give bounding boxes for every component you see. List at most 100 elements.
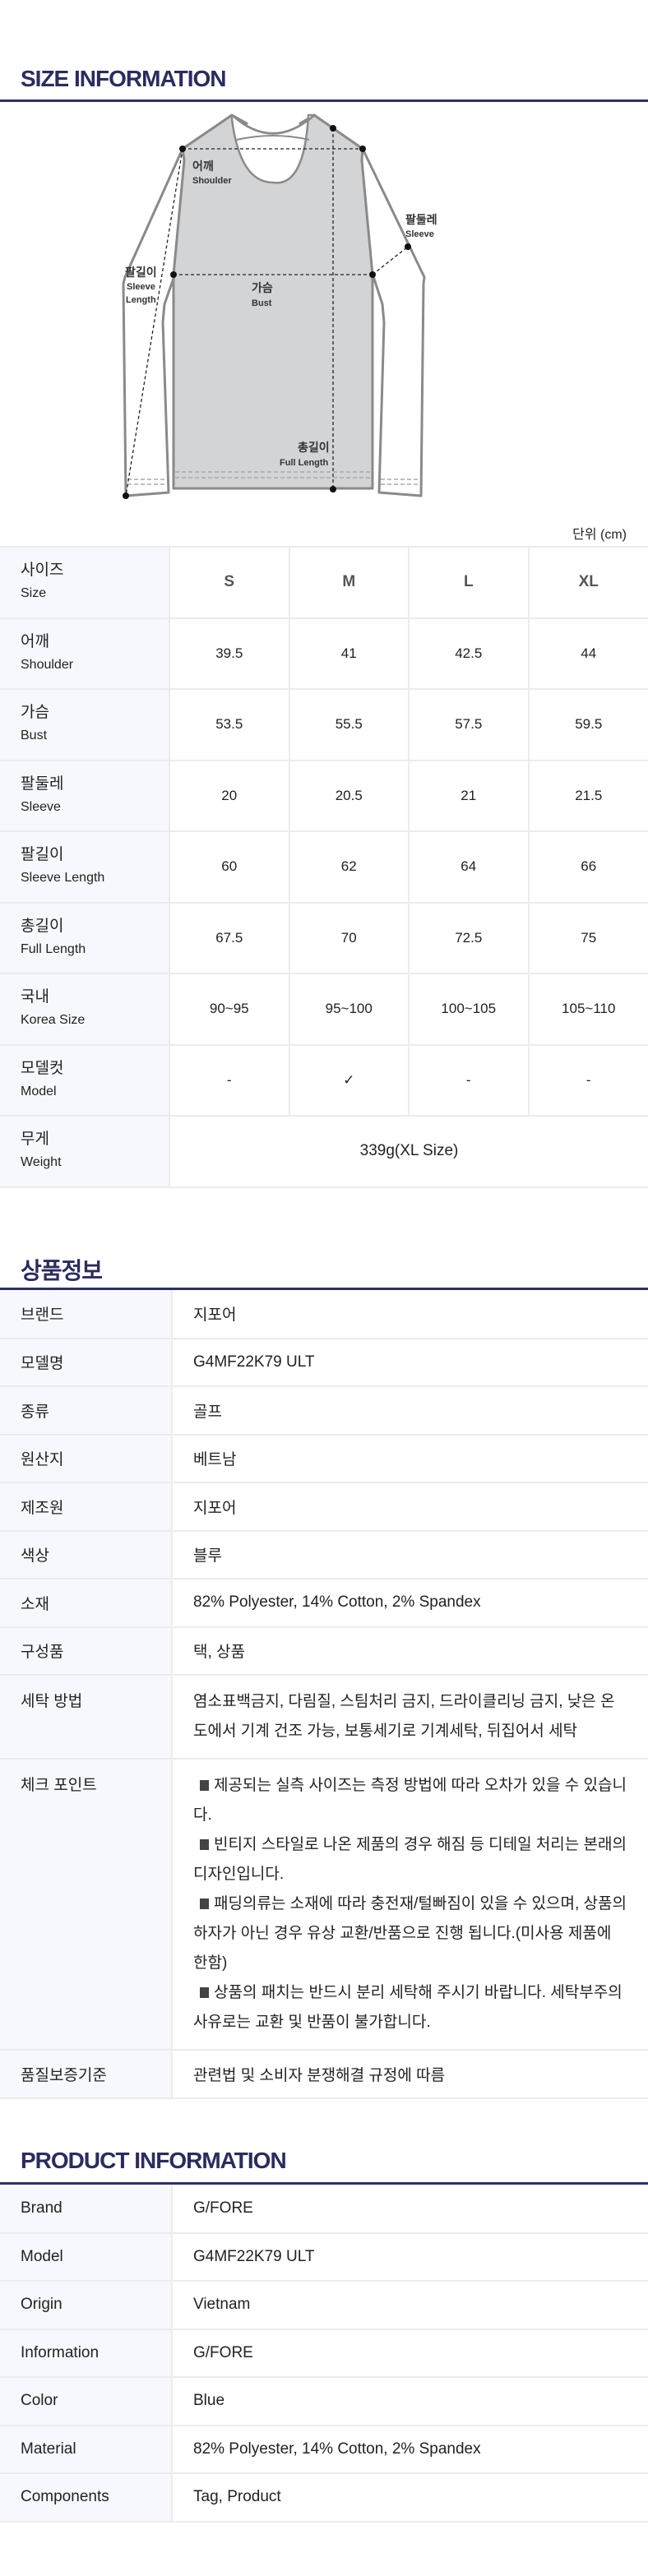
hem-stitching [127, 471, 419, 485]
info-label: 모델명 [0, 1338, 173, 1387]
size-value: - [169, 1044, 290, 1117]
info-row: 색상 블루 [0, 1530, 648, 1579]
size-header-row: 사이즈 Size S M L XL [0, 547, 648, 619]
row-label-en: Sleeve [21, 799, 61, 814]
info-row: 원산지 베트남 [0, 1434, 648, 1483]
info-value: G4MF22K79 ULT [172, 2232, 648, 2282]
measurement-lines [125, 128, 409, 497]
info-value: 82% Polyester, 14% Cotton, 2% Spandex [172, 2425, 648, 2474]
row-label-ko: 사이즈 [21, 562, 64, 580]
info-value: G4MF22K79 ULT [172, 1338, 648, 1387]
size-row: 국내 Korea Size 90~95 95~100 100~105 105~110 [0, 974, 648, 1046]
section-divider [0, 1288, 648, 1290]
info-value: G/FORE [172, 2329, 648, 2378]
measurement-points [123, 125, 411, 499]
info-label: Information [0, 2329, 173, 2378]
section-divider [0, 99, 648, 102]
size-row: 팔둘레 Sleeve 20 20.5 21 21.5 [0, 760, 648, 832]
info-label: Brand [0, 2185, 173, 2234]
info-value: 택, 상품 [172, 1626, 648, 1676]
collar [230, 113, 316, 184]
unit-label: 단위 (cm) [572, 528, 627, 542]
size-row: 모델컷 Model - ✓ - - [0, 1044, 648, 1117]
checkpoint-item: 상품의 패치는 반드시 분리 세탁해 주시기 바랍니다. 세탁부주의 사유로는 … [193, 1978, 628, 2037]
row-label-ko: 팔둘레 [21, 775, 64, 793]
info-value: 관련법 및 소비자 분쟁해결 규정에 따름 [172, 2050, 648, 2099]
info-label: 종류 [0, 1386, 173, 1436]
size-s: S [169, 547, 290, 619]
info-row: 구성품 택, 상품 [0, 1626, 648, 1676]
info-label: 세탁 방법 [0, 1675, 173, 1760]
shirt-illustration [122, 113, 426, 497]
square-bullet-icon [200, 1839, 209, 1850]
size-value: 95~100 [289, 974, 410, 1046]
info-label: 원산지 [0, 1434, 173, 1483]
row-label-ko: 어깨 [21, 632, 49, 650]
info-value: 지포어 [172, 1482, 648, 1532]
size-information-title: SIZE INFORMATION [21, 66, 226, 91]
size-value: - [409, 1044, 530, 1117]
info-label: Components [0, 2473, 173, 2523]
row-label-en: Weight [21, 1155, 62, 1170]
sleeve-length-label-en: Sleeve [127, 282, 155, 292]
size-value: - [528, 1044, 648, 1117]
product-info-ko-title: 상품정보 [21, 1258, 103, 1283]
size-value: 42.5 [409, 617, 530, 690]
info-row: 체크 포인트 제공되는 실측 사이즈는 측정 방법에 따라 오차가 있을 수 있습… [0, 1759, 648, 2051]
size-xl: XL [528, 547, 648, 619]
sleeve-label-en: Sleeve [405, 229, 434, 239]
sleeve-length-label-ko: 팔길이 [125, 266, 157, 279]
row-label-ko: 가슴 [21, 704, 49, 722]
checkpoint-text: 패딩의류는 소재에 따라 충전재/털빠짐이 있을 수 있으며, 상품의 하자가 … [193, 1895, 627, 1972]
size-row: 가슴 Bust 53.5 55.5 57.5 59.5 [0, 689, 648, 761]
row-label-en: Shoulder [21, 657, 74, 672]
row-label-en: Full Length [21, 941, 86, 956]
info-label: 체크 포인트 [0, 1759, 173, 2051]
size-value: 100~105 [409, 974, 530, 1046]
info-row: 브랜드 지포어 [0, 1290, 648, 1339]
info-value: 골프 [172, 1386, 648, 1436]
info-row: 소재 82% Polyester, 14% Cotton, 2% Spandex [0, 1579, 648, 1628]
info-value: Blue [172, 2377, 648, 2426]
collar-inner [236, 135, 310, 141]
info-row: 모델명 G4MF22K79 ULT [0, 1338, 648, 1387]
info-row: Information G/FORE [0, 2329, 648, 2378]
checkpoint-item: 패딩의류는 소재에 따라 충전재/털빠짐이 있을 수 있으며, 상품의 하자가 … [193, 1889, 628, 1978]
info-label: Model [0, 2232, 173, 2282]
left-sleeve [122, 113, 248, 497]
full-length-label-ko: 총길이 [298, 441, 330, 454]
square-bullet-icon [200, 1987, 209, 1998]
info-value: G/FORE [172, 2185, 648, 2234]
checkpoint-text: 상품의 패치는 반드시 분리 세탁해 주시기 바랍니다. 세탁부주의 사유로는 … [193, 1984, 623, 2031]
size-value: 21 [409, 760, 530, 832]
info-row: 제조원 지포어 [0, 1482, 648, 1532]
size-value: 105~110 [528, 974, 648, 1046]
size-row: 팔길이 Sleeve Length 60 62 64 66 [0, 831, 648, 904]
info-row: 종류 골프 [0, 1386, 648, 1436]
size-value: ✓ [289, 1044, 410, 1117]
size-table: 사이즈 Size S M L XL 어깨 Shoulder 39.5 41 42.5 44 가… [0, 546, 648, 1188]
checkpoint-text: 제공되는 실측 사이즈는 측정 방법에 따라 오차가 있을 수 있습니다. [193, 1777, 627, 1824]
checkpoint-text: 빈티지 스타일로 나온 제품의 경우 해짐 등 디테일 처리는 본래의 디자인입… [193, 1836, 627, 1883]
size-value: 55.5 [289, 689, 410, 761]
size-value: 70 [289, 902, 410, 974]
info-value: Vietnam [172, 2281, 648, 2330]
row-label-ko: 총길이 [21, 917, 64, 935]
right-sleeve [299, 113, 426, 497]
section-divider [0, 2182, 648, 2185]
info-row: Brand G/FORE [0, 2185, 648, 2234]
product-info-ko-table: 브랜드 지포어 모델명 G4MF22K79 ULT 종류 골프 원산지 베트남 제조원 지포어 색상… [0, 1290, 648, 2099]
info-row: Color Blue [0, 2377, 648, 2426]
size-value: 67.5 [169, 902, 290, 974]
info-label: 소재 [0, 1579, 173, 1628]
size-l: L [409, 547, 530, 619]
square-bullet-icon [200, 1780, 209, 1791]
product-info-en-table: Brand G/FORE Model G4MF22K79 ULT Origin Vietn… [0, 2185, 648, 2523]
row-label-en: Size [21, 586, 47, 601]
full-length-label-en: Full Length [280, 458, 329, 468]
weight-value: 339g(XL Size) [169, 1116, 648, 1188]
info-label: 색상 [0, 1530, 173, 1579]
square-bullet-icon [200, 1898, 209, 1909]
info-label: 제조원 [0, 1482, 173, 1532]
info-value: 블루 [172, 1530, 648, 1579]
